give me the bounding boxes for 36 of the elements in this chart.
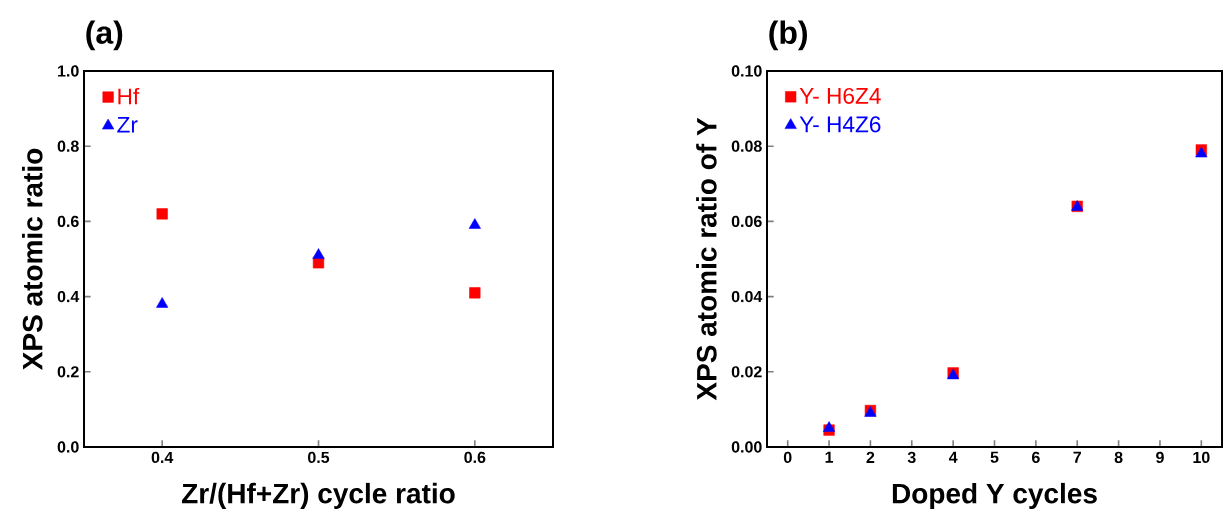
y-tick-label: 1.0: [58, 65, 79, 77]
x-axis-title: Zr/(Hf+Zr) cycle ratio: [182, 482, 455, 509]
y-tick-label: 0.04: [731, 290, 763, 303]
legend-label: Y- H6Z4: [799, 87, 881, 104]
y-tick-label: 0.00: [731, 441, 762, 453]
legend-label: Y- H4Z6: [799, 116, 881, 133]
x-axis-title: Doped Y cycles: [892, 482, 1097, 509]
y-tick-label: 0.10: [731, 65, 762, 77]
y-tick-label: 0.06: [731, 215, 762, 228]
x-tick-label: 5: [990, 451, 999, 463]
x-tick-label: 0.5: [308, 451, 330, 464]
y-tick-label: 0.6: [57, 215, 79, 228]
x-tick-label: 0.4: [151, 451, 174, 464]
chart-title: (a): [86, 20, 123, 51]
x-tick-label: 10: [1193, 451, 1210, 464]
y-tick-label: 0.8: [57, 140, 79, 152]
y-tick-label: 0.2: [57, 366, 79, 378]
x-tick-label: 2: [866, 451, 875, 463]
x-tick-label: 0: [783, 451, 792, 464]
y-tick-label: 0.4: [57, 290, 80, 303]
legend-label: Hf: [118, 87, 140, 105]
y-axis-title: XPS atomic ratio of Y: [696, 117, 717, 401]
x-tick-label: 9: [1156, 451, 1164, 464]
chart-title: (b): [769, 20, 807, 51]
x-tick-label: 1: [825, 451, 834, 463]
x-tick-label: 3: [907, 451, 916, 464]
y-axis-title: XPS atomic ratio: [22, 148, 43, 370]
y-tick-label: 0.0: [57, 441, 79, 453]
legend-label: Zr: [117, 116, 138, 133]
x-tick-label: 7: [1073, 451, 1081, 463]
x-tick-label: 0.6: [464, 451, 486, 464]
x-tick-label: 6: [1032, 451, 1040, 464]
x-tick-label: 8: [1114, 451, 1123, 464]
y-tick-label: 0.02: [731, 366, 762, 378]
y-tick-label: 0.08: [731, 140, 762, 152]
x-tick-label: 4: [948, 451, 958, 463]
